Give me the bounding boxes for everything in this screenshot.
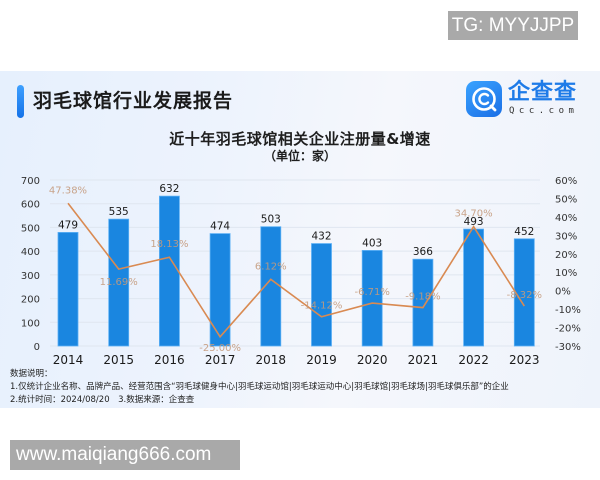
qcc-logo-icon	[466, 81, 502, 117]
bar	[57, 232, 79, 347]
bar-value-label: 503	[261, 214, 281, 226]
bar-value-label: 493	[464, 216, 484, 228]
y2-axis-tick-label: -10%	[555, 305, 581, 316]
x-axis-tick-label: 2022	[458, 353, 489, 367]
bar-value-label: 452	[514, 226, 534, 238]
bar	[412, 258, 434, 347]
notes-line-1: 1.仅统计企业名称、品牌产品、经营范围含“羽毛球健身中心|羽毛球运动馆|羽毛球运…	[10, 382, 509, 392]
chart-subtitle: （单位：家）	[263, 149, 336, 163]
growth-value-label: -25.00%	[199, 343, 241, 354]
bar-value-label: 535	[109, 206, 129, 218]
bar	[209, 233, 231, 347]
y-axis-tick-label: 500	[21, 223, 40, 234]
y2-axis-tick-label: 60%	[555, 176, 577, 187]
growth-value-label: 6.12%	[255, 261, 287, 272]
x-axis-tick-label: 2018	[256, 353, 287, 367]
combo-chart: 0 100 200 300 400 500 600 700 -30% -20% -10% 0% 10% 2…	[21, 176, 581, 367]
growth-value-label: -6.71%	[355, 287, 390, 298]
y-axis-tick-label: 100	[21, 318, 40, 329]
notes-heading: 数据说明：	[10, 369, 53, 379]
bar	[311, 243, 332, 347]
watermark-tg: TG: MYYJJPP	[448, 11, 578, 40]
y2-axis-tick-label: 10%	[555, 268, 577, 279]
report-panel: 羽毛球馆行业发展报告 企查查 Qcc.com 近十年羽毛球馆相关企业注册量&增速…	[0, 71, 600, 408]
x-axis-tick-label: 2021	[408, 353, 439, 367]
title-accent-bar	[17, 85, 24, 118]
y2-axis-tick-label: -30%	[555, 342, 581, 353]
x-axis-tick-label: 2019	[306, 353, 337, 367]
growth-value-label: 18.13%	[150, 239, 188, 250]
growth-value-label: -9.18%	[405, 292, 440, 303]
growth-value-label: -14.12%	[301, 301, 343, 312]
y-axis-tick-label: 200	[21, 295, 40, 306]
x-axis-tick-label: 2015	[103, 353, 134, 367]
bar-value-label: 474	[210, 221, 230, 233]
x-axis-tick-label: 2016	[154, 353, 185, 367]
bar-value-label: 632	[159, 183, 179, 195]
y-axis-tick-label: 0	[34, 342, 40, 353]
bar	[108, 218, 130, 347]
bar-value-label: 479	[58, 219, 78, 231]
y-axis-tick-label: 400	[21, 247, 40, 258]
y2-axis-tick-label: 0%	[555, 287, 571, 298]
y2-axis-tick-label: 50%	[555, 194, 577, 205]
y2-axis-tick-label: 40%	[555, 213, 577, 224]
bar-value-label: 432	[311, 231, 331, 243]
y-axis-tick-label: 700	[21, 176, 40, 187]
y2-axis-tick-label: 20%	[555, 250, 577, 261]
bar	[463, 228, 485, 347]
data-notes: 数据说明： 1.仅统计企业名称、品牌产品、经营范围含“羽毛球健身中心|羽毛球运动…	[10, 368, 509, 407]
y-axis-tick-label: 300	[21, 271, 40, 282]
y2-axis-tick-label: -20%	[555, 324, 581, 335]
growth-value-label: 11.69%	[100, 277, 138, 288]
y-axis-tick-label: 600	[21, 200, 40, 211]
logo-name: 企查查	[508, 80, 578, 105]
x-axis-tick-label: 2014	[53, 353, 84, 367]
y2-axis-tick-label: 30%	[555, 231, 577, 242]
bar	[158, 195, 180, 347]
growth-value-label: 34.70%	[455, 209, 493, 220]
x-axis-tick-label: 2017	[205, 353, 236, 367]
bar-value-label: 403	[362, 237, 382, 249]
notes-line-2: 2.统计时间：2024/08/20 3.数据来源：企查查	[10, 395, 195, 405]
qcc-logo: 企查查 Qcc.com	[466, 81, 586, 121]
growth-line	[67, 202, 525, 339]
chart-title: 近十年羽毛球馆相关企业注册量&增速	[169, 130, 431, 148]
logo-domain: Qcc.com	[509, 106, 579, 116]
growth-value-label: 47.38%	[49, 185, 87, 196]
growth-value-label: -8.32%	[507, 290, 542, 301]
bar-value-label: 366	[413, 246, 433, 258]
report-title: 羽毛球馆行业发展报告	[33, 90, 234, 112]
bar	[513, 238, 535, 347]
watermark-url: www.maiqiang666.com	[10, 440, 240, 470]
bar	[361, 250, 383, 347]
x-axis-tick-label: 2023	[509, 353, 540, 367]
x-axis-tick-label: 2020	[357, 353, 388, 367]
